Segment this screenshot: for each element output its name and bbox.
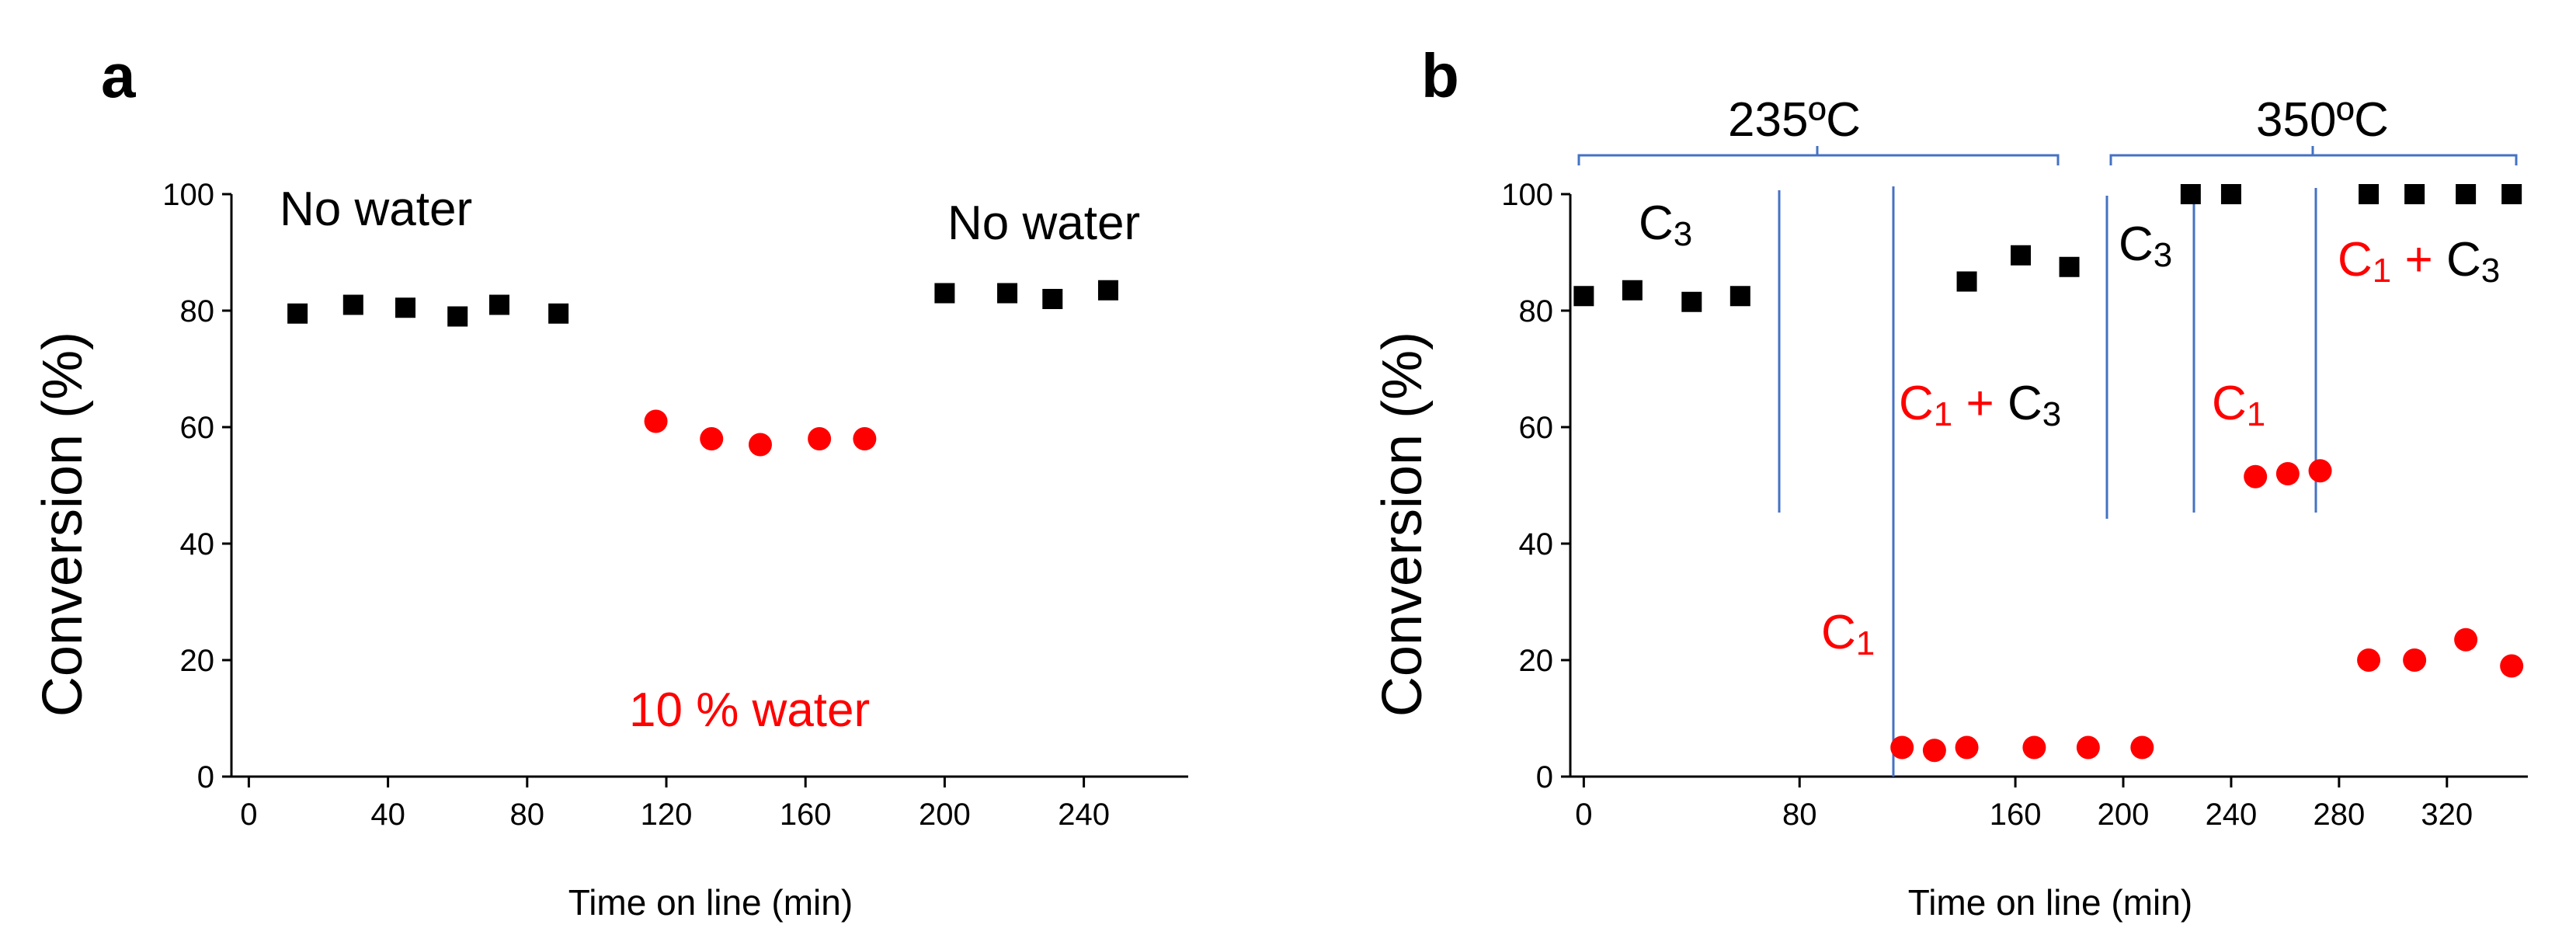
annotation-no-water-left: No water	[280, 182, 472, 236]
panel-a-data-marks	[287, 280, 1118, 457]
data-point-circle	[2022, 735, 2046, 760]
data-point-square	[1681, 291, 1702, 312]
data-point-circle	[2403, 648, 2427, 672]
y-tick-label: 40	[180, 527, 215, 561]
y-tick-label: 20	[180, 644, 215, 678]
bracket-235c	[1577, 146, 2060, 165]
region-label-c1-1: C1	[1821, 606, 1875, 662]
data-point-square	[2011, 245, 2032, 266]
data-point-circle	[2454, 627, 2478, 652]
data-point-square	[1622, 280, 1643, 301]
data-point-square	[2456, 184, 2477, 204]
y-tick-label: 100	[1501, 178, 1553, 212]
x-tick-label: 40	[370, 798, 405, 832]
region-label-c3-2: C3	[2119, 217, 2172, 274]
x-tick-label: 160	[780, 798, 832, 832]
y-tick-label: 40	[1519, 527, 1554, 561]
annotation-10pct-water: 10 % water	[629, 683, 870, 737]
panel-b-axes: 0 20 40 60 80 100 0 80 160 200 240 280 320 Time on li…	[1371, 178, 2528, 923]
x-tick-label: 200	[2098, 798, 2150, 832]
data-point-circle	[700, 427, 724, 450]
y-tick-label: 60	[1519, 411, 1554, 445]
temp-label-350c: 350ºC	[2256, 93, 2389, 147]
data-point-square	[447, 306, 468, 327]
y-tick-label: 80	[180, 294, 215, 328]
x-axis-label: Time on line (min)	[568, 882, 853, 923]
panel-a-axes: 0 20 40 60 80 100 0 40 80 120 160 200 240 Time on lin…	[32, 178, 1188, 923]
data-point-circle	[2275, 462, 2300, 485]
data-point-circle	[748, 433, 772, 457]
data-point-circle	[2130, 735, 2154, 760]
x-tick-label: 0	[240, 798, 257, 832]
data-point-circle	[1955, 735, 1979, 760]
region-label-c1c3-1: C1 + C3	[1899, 377, 2061, 433]
x-tick-label: 0	[1575, 798, 1592, 832]
x-tick-label: 80	[1782, 798, 1817, 832]
x-tick-label: 320	[2421, 798, 2473, 832]
y-tick-label: 100	[162, 178, 214, 212]
data-point-circle	[1922, 739, 1946, 763]
data-point-circle	[2500, 654, 2524, 678]
x-tick-label: 280	[2313, 798, 2365, 832]
x-axis-label: Time on line (min)	[1908, 882, 2192, 923]
data-point-circle	[2357, 648, 2381, 672]
data-point-circle	[644, 409, 668, 433]
data-point-square	[934, 283, 955, 304]
y-tick-label: 0	[1536, 760, 1553, 794]
temp-label-235c: 235ºC	[1728, 93, 1861, 147]
data-point-square	[287, 303, 308, 324]
region-label-c3-1: C3	[1639, 196, 1692, 253]
y-tick-label: 60	[180, 411, 215, 445]
x-tick-label: 240	[1058, 798, 1110, 832]
annotation-no-water-right: No water	[947, 196, 1140, 250]
data-point-square	[342, 294, 363, 315]
data-point-square	[2359, 184, 2380, 204]
data-point-square	[488, 294, 509, 315]
y-tick-label: 0	[197, 760, 214, 794]
panel-label-b: b	[1421, 41, 1459, 110]
data-point-square	[395, 297, 415, 318]
y-axis-label: Conversion (%)	[1371, 332, 1434, 717]
bracket-350c	[2109, 146, 2518, 165]
data-point-square	[2180, 184, 2201, 204]
y-tick-label: 80	[1519, 294, 1554, 328]
y-axis-label: Conversion (%)	[32, 332, 94, 717]
data-point-circle	[1890, 735, 1914, 760]
region-label-c1-2: C1	[2212, 377, 2265, 433]
data-point-square	[1956, 271, 1977, 292]
x-tick-label: 200	[919, 798, 971, 832]
data-point-square	[2059, 256, 2080, 277]
x-tick-label: 240	[2206, 798, 2258, 832]
data-point-circle	[2244, 464, 2268, 488]
data-point-square	[2220, 184, 2241, 204]
data-point-square	[1573, 286, 1594, 307]
data-point-square	[1097, 280, 1118, 301]
data-point-circle	[853, 427, 877, 450]
data-point-square	[548, 303, 569, 324]
region-label-c1c3-2: C1 + C3	[2338, 233, 2500, 290]
x-tick-label: 120	[641, 798, 693, 832]
x-tick-label: 160	[1990, 798, 2042, 832]
data-point-square	[1730, 286, 1750, 307]
data-point-square	[1042, 289, 1063, 309]
data-point-circle	[2076, 735, 2100, 760]
data-point-circle	[2308, 459, 2332, 483]
data-point-square	[2501, 184, 2522, 204]
x-tick-label: 80	[510, 798, 545, 832]
y-tick-label: 20	[1519, 644, 1554, 678]
data-point-square	[2404, 184, 2425, 204]
panel-b-data-marks	[1573, 184, 2524, 763]
data-point-square	[997, 283, 1018, 304]
data-point-circle	[808, 427, 832, 450]
panel-label-a: a	[101, 41, 136, 110]
